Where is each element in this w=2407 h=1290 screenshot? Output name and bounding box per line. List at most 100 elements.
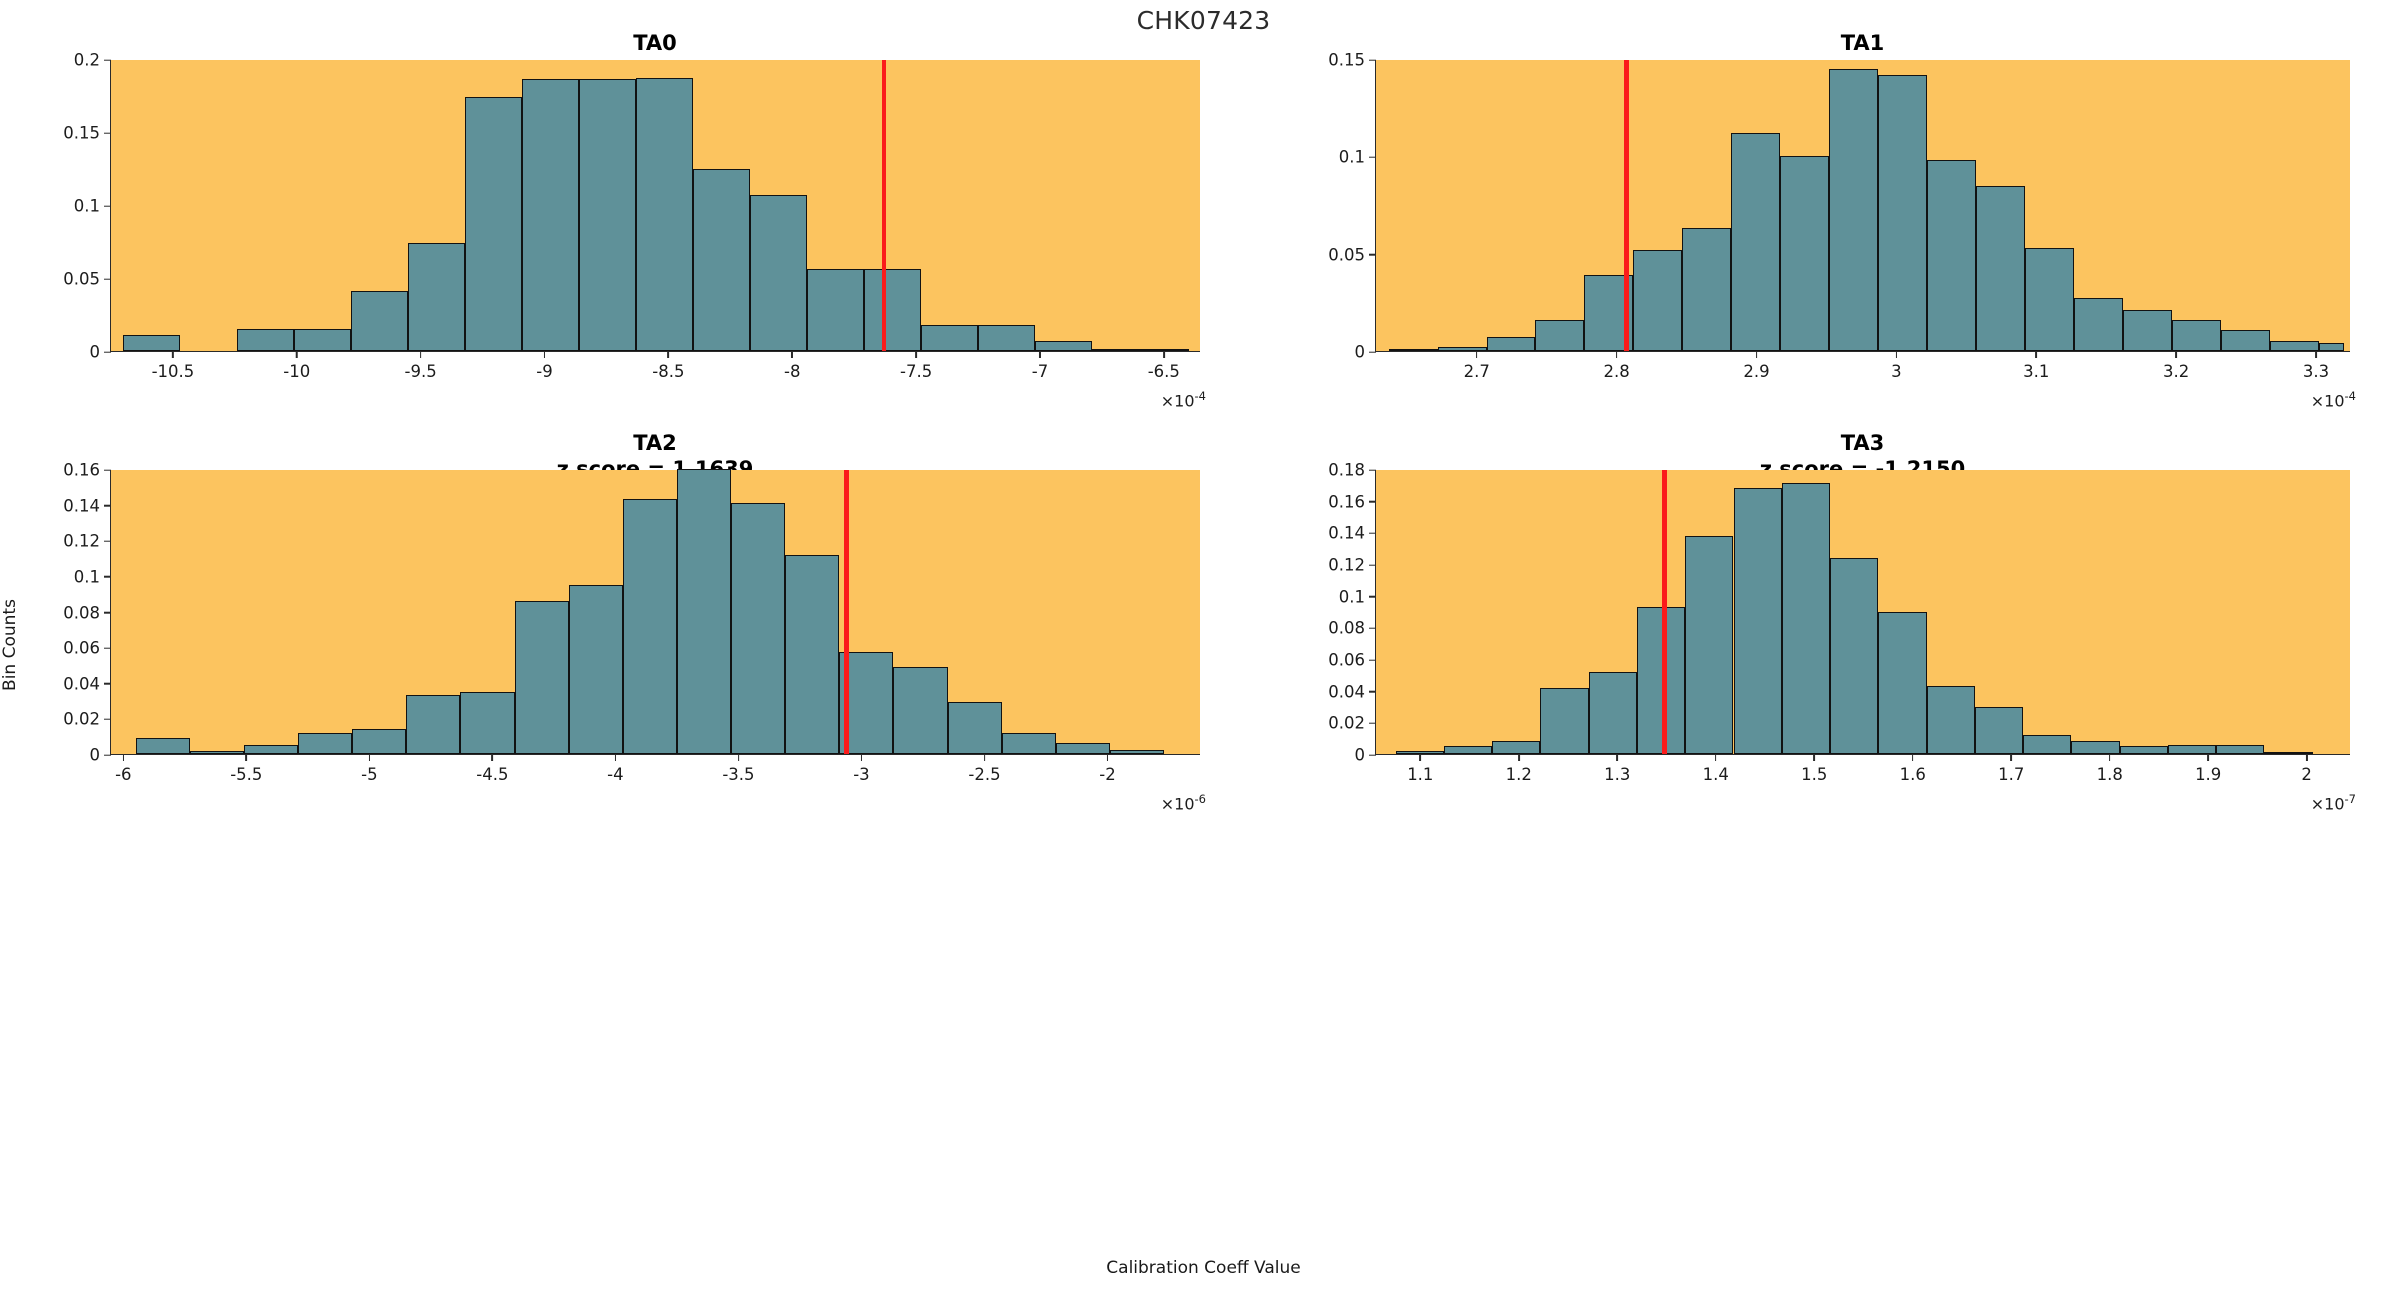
histogram-bar bbox=[2269, 341, 2319, 351]
figure-ylabel: Bin Counts bbox=[0, 599, 20, 691]
y-tick-label: 0.12 bbox=[63, 532, 111, 551]
histogram-bar bbox=[1974, 706, 2024, 754]
histogram-bar bbox=[406, 695, 461, 754]
y-tick-label: 0 bbox=[1355, 343, 1377, 362]
y-tick-label: 0.05 bbox=[63, 270, 111, 289]
x-tick-label: -5.5 bbox=[230, 754, 262, 784]
histogram-bar bbox=[2171, 319, 2221, 351]
subplot-ta3: TA3 z score = -1.215000.020.040.060.080.… bbox=[1328, 430, 2356, 815]
histogram-bar bbox=[1733, 488, 1782, 754]
histogram-bar bbox=[189, 751, 244, 754]
x-axis-exponent-base: ×10 bbox=[1160, 794, 1195, 814]
histogram-bar bbox=[243, 745, 298, 754]
x-tick-label: -10 bbox=[283, 351, 310, 381]
x-tick-label: -7 bbox=[1032, 351, 1048, 381]
reference-vline bbox=[844, 470, 849, 754]
histogram-bar bbox=[1535, 319, 1585, 351]
x-tick-label: -3.5 bbox=[722, 754, 754, 784]
x-axis-exponent-power: -4 bbox=[1194, 389, 1206, 403]
histogram-bar bbox=[294, 329, 352, 351]
x-tick-label: 1.3 bbox=[1604, 754, 1630, 784]
x-tick-label: 1.4 bbox=[1703, 754, 1729, 784]
histogram-bar bbox=[2122, 310, 2172, 351]
histogram-bar bbox=[579, 79, 637, 351]
y-tick-label: 0.1 bbox=[74, 197, 111, 216]
plot-area-ta1: 0 0.05 0.1 0.15 2.7 2.8 2.9 3 3.1 3.2 3.3 ×10-4 bbox=[1328, 51, 2356, 411]
histogram-bar bbox=[1780, 156, 1830, 351]
x-tick-label: 1.8 bbox=[2097, 754, 2123, 784]
y-tick-label: 0.04 bbox=[63, 674, 111, 693]
histogram-bar bbox=[1878, 74, 1928, 351]
histogram-bars bbox=[111, 469, 1200, 754]
histogram-bar bbox=[1540, 687, 1589, 754]
histogram-bar bbox=[297, 732, 353, 754]
subplot-ta2: TA2 z score = 1.163900.020.040.060.080.1… bbox=[63, 430, 1206, 815]
histogram-bar bbox=[1109, 750, 1165, 754]
y-tick-label: 0.04 bbox=[1328, 682, 1376, 701]
histogram-bars bbox=[1376, 60, 2350, 351]
x-tick-label: -6.5 bbox=[1148, 351, 1180, 381]
x-tick-label: -8.5 bbox=[652, 351, 684, 381]
x-tick-label: -4 bbox=[607, 754, 623, 784]
histogram-bar bbox=[785, 554, 840, 754]
y-tick-label: 0.15 bbox=[63, 124, 111, 143]
histogram-bar bbox=[2167, 744, 2217, 754]
histogram-bar bbox=[135, 737, 190, 754]
histogram-bar bbox=[1926, 685, 1975, 754]
x-axis-exponent: ×10-7 bbox=[2311, 792, 2356, 813]
histogram-bar bbox=[123, 334, 181, 351]
histogram-bar bbox=[1927, 160, 1977, 351]
subplot-ta1: TA1 z score = -1.315900.050.10.152.72.82… bbox=[1328, 30, 2356, 412]
x-tick-label: -4.5 bbox=[476, 754, 508, 784]
histogram-bar bbox=[1878, 611, 1927, 754]
x-tick-label: 2.8 bbox=[1603, 351, 1629, 381]
histogram-bar bbox=[1035, 340, 1092, 351]
histogram-bar bbox=[1976, 185, 2026, 351]
x-tick-label: -2.5 bbox=[968, 754, 1000, 784]
y-tick-label: 0.08 bbox=[1328, 619, 1376, 638]
histogram-bar bbox=[351, 291, 409, 351]
histogram-bar bbox=[636, 77, 694, 351]
y-tick-label: 0.1 bbox=[1339, 587, 1376, 606]
histogram-bar bbox=[731, 502, 786, 754]
histogram-bar bbox=[465, 96, 523, 351]
x-tick-label: 2.7 bbox=[1464, 351, 1490, 381]
y-tick-label: 0.08 bbox=[63, 603, 111, 622]
histogram-bar bbox=[921, 324, 979, 351]
x-tick-label: 2 bbox=[2301, 754, 2312, 784]
y-tick-label: 0.15 bbox=[1328, 51, 1376, 70]
histogram-bar bbox=[947, 702, 1002, 754]
histogram-bar bbox=[1685, 535, 1734, 754]
x-tick-label: 1.2 bbox=[1506, 754, 1532, 784]
y-tick-label: 0.02 bbox=[63, 710, 111, 729]
histogram-bar bbox=[978, 324, 1035, 351]
y-tick-label: 0.18 bbox=[1328, 461, 1376, 480]
x-tick-label: 1.5 bbox=[1801, 754, 1827, 784]
histogram-bar bbox=[568, 584, 623, 754]
y-tick-label: 0 bbox=[1355, 746, 1377, 765]
histogram-bar bbox=[1437, 347, 1487, 351]
y-tick-label: 0.2 bbox=[74, 51, 111, 70]
x-tick-label: 1.7 bbox=[1998, 754, 2024, 784]
y-tick-label: 0 bbox=[90, 343, 112, 362]
y-tick-label: 0.12 bbox=[1328, 556, 1376, 575]
x-tick-label: -9 bbox=[536, 351, 552, 381]
histogram-bar bbox=[1829, 68, 1879, 351]
y-tick-label: 0.14 bbox=[63, 496, 111, 515]
x-axis-exponent: ×10-4 bbox=[1161, 389, 1206, 410]
histogram-bars bbox=[111, 60, 1200, 351]
histogram-bar bbox=[237, 329, 295, 351]
x-tick-label: 1.9 bbox=[2195, 754, 2221, 784]
y-tick-label: 0.1 bbox=[1339, 148, 1376, 167]
histogram-bar bbox=[622, 499, 677, 754]
histogram-bar bbox=[2119, 746, 2168, 754]
histogram-bar bbox=[352, 729, 407, 754]
x-axis-exponent: ×10-6 bbox=[1161, 792, 1206, 813]
y-tick-label: 0.05 bbox=[1328, 245, 1376, 264]
x-tick-label: -7.5 bbox=[900, 351, 932, 381]
histogram-bar bbox=[1486, 337, 1536, 351]
histogram-bar bbox=[1682, 228, 1732, 351]
y-tick-label: 0.06 bbox=[63, 639, 111, 658]
x-tick-label: -9.5 bbox=[405, 351, 437, 381]
